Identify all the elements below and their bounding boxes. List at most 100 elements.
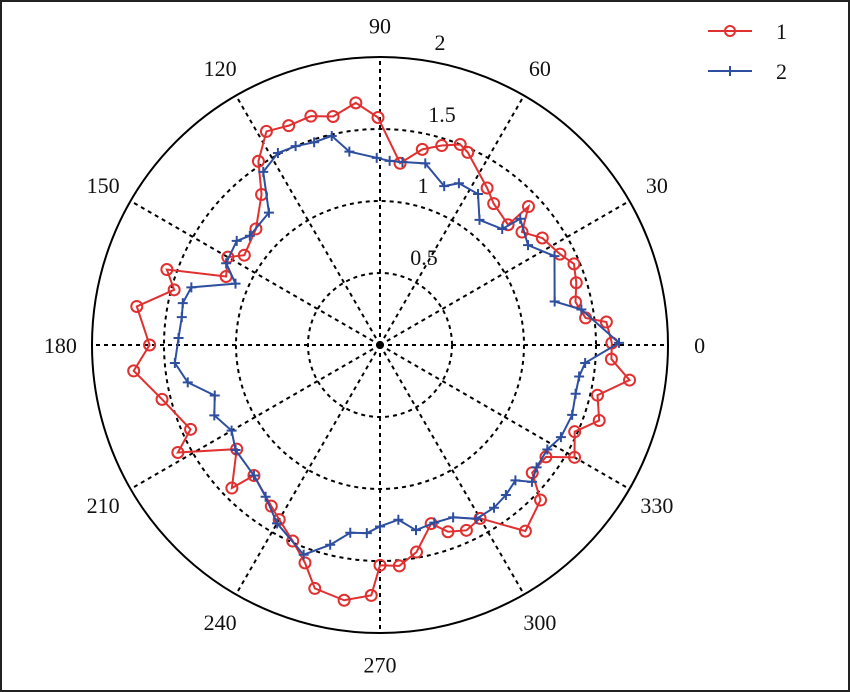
data-point-marker xyxy=(487,197,501,211)
theta-tick-label: 240 xyxy=(204,610,237,635)
data-point-marker xyxy=(459,523,473,537)
data-point-marker xyxy=(272,148,283,159)
polar-grid xyxy=(92,57,668,633)
data-point-marker xyxy=(282,119,296,133)
data-point-marker xyxy=(167,283,181,297)
data-point-marker xyxy=(298,549,309,560)
data-point-marker xyxy=(599,315,613,329)
angular-gridline xyxy=(130,344,381,490)
data-point-marker xyxy=(344,146,355,157)
data-point-marker xyxy=(542,444,553,455)
data-point-marker xyxy=(549,296,560,307)
data-point-marker xyxy=(471,513,482,524)
data-point-marker xyxy=(263,207,274,218)
series-1 xyxy=(127,96,637,607)
data-point-marker xyxy=(397,157,408,168)
data-point-marker xyxy=(580,357,591,368)
angular-gridline xyxy=(379,344,630,490)
data-point-marker xyxy=(364,588,378,602)
r-tick-label: 1 xyxy=(418,173,429,198)
data-point-marker xyxy=(453,178,464,189)
data-point-marker xyxy=(568,425,582,439)
data-point-marker xyxy=(410,525,421,536)
data-point-marker xyxy=(326,109,340,123)
data-point-marker xyxy=(521,200,535,214)
data-point-marker xyxy=(304,109,318,123)
data-point-marker xyxy=(247,469,261,483)
data-point-marker xyxy=(590,388,604,402)
data-point-marker xyxy=(237,248,251,262)
data-point-marker xyxy=(623,373,637,387)
data-point-marker xyxy=(155,392,169,406)
theta-tick-label: 270 xyxy=(364,653,397,678)
data-point-marker xyxy=(209,410,220,421)
data-point-marker xyxy=(592,413,606,427)
data-point-marker xyxy=(453,137,467,151)
data-point-marker xyxy=(272,518,283,529)
data-point-marker xyxy=(231,235,242,246)
data-point-marker xyxy=(429,517,440,528)
data-point-marker xyxy=(130,299,144,313)
data-point-marker xyxy=(574,371,585,382)
legend-label: 2 xyxy=(776,59,787,84)
data-point-marker xyxy=(226,425,237,436)
outer-circle xyxy=(91,56,669,634)
data-point-marker xyxy=(225,481,239,495)
data-point-marker xyxy=(169,357,180,368)
data-point-marker xyxy=(523,240,534,251)
data-point-marker xyxy=(349,96,363,110)
data-point-marker xyxy=(171,445,185,459)
data-point-marker xyxy=(221,258,232,269)
data-point-marker xyxy=(176,312,187,323)
data-point-marker xyxy=(160,263,174,277)
angular-gridline xyxy=(235,344,381,595)
data-point-marker xyxy=(286,534,300,548)
theta-tick-label: 0 xyxy=(694,333,705,358)
data-point-marker xyxy=(420,158,431,169)
data-point-marker xyxy=(375,521,385,532)
data-point-marker xyxy=(173,332,184,343)
data-point-marker xyxy=(570,388,581,399)
data-point-marker xyxy=(371,152,382,163)
data-point-marker xyxy=(488,502,499,513)
data-point-marker xyxy=(448,512,459,523)
data-point-marker xyxy=(576,304,587,315)
data-point-marker xyxy=(415,142,429,156)
data-point-marker xyxy=(230,278,241,289)
series-line xyxy=(132,101,632,602)
theta-tick-label: 300 xyxy=(523,610,556,635)
data-point-marker xyxy=(337,593,351,607)
data-point-marker xyxy=(325,539,336,550)
data-point-marker xyxy=(568,450,582,464)
data-point-marker xyxy=(244,230,255,241)
data-point-marker xyxy=(298,556,312,570)
data-point-marker xyxy=(326,130,337,141)
data-point-marker xyxy=(392,559,406,573)
data-point-marker xyxy=(435,139,449,153)
theta-tick-label: 150 xyxy=(87,173,120,198)
data-point-marker xyxy=(290,141,301,152)
data-point-marker xyxy=(308,581,322,595)
data-point-marker xyxy=(500,490,511,501)
data-point-marker xyxy=(497,224,508,235)
data-point-marker xyxy=(534,493,548,507)
data-point-marker xyxy=(384,155,395,166)
angular-gridline xyxy=(235,95,381,346)
r-tick-label: 0.5 xyxy=(410,245,438,270)
theta-tick-label: 330 xyxy=(640,493,673,518)
theta-tick-label: 120 xyxy=(204,56,237,81)
data-point-marker xyxy=(186,282,197,293)
data-point-marker xyxy=(474,214,485,225)
data-point-marker xyxy=(569,276,583,290)
theta-tick-label: 210 xyxy=(87,493,120,518)
data-point-marker xyxy=(249,222,263,236)
data-point-marker xyxy=(143,338,157,352)
r-tick-label: 1.5 xyxy=(428,102,456,127)
theta-tick-label: 90 xyxy=(369,13,391,38)
r-tick-label: 2 xyxy=(435,30,446,55)
data-point-marker xyxy=(393,514,404,525)
series-2 xyxy=(169,130,625,560)
data-point-marker xyxy=(480,181,494,195)
data-point-marker xyxy=(567,257,581,271)
